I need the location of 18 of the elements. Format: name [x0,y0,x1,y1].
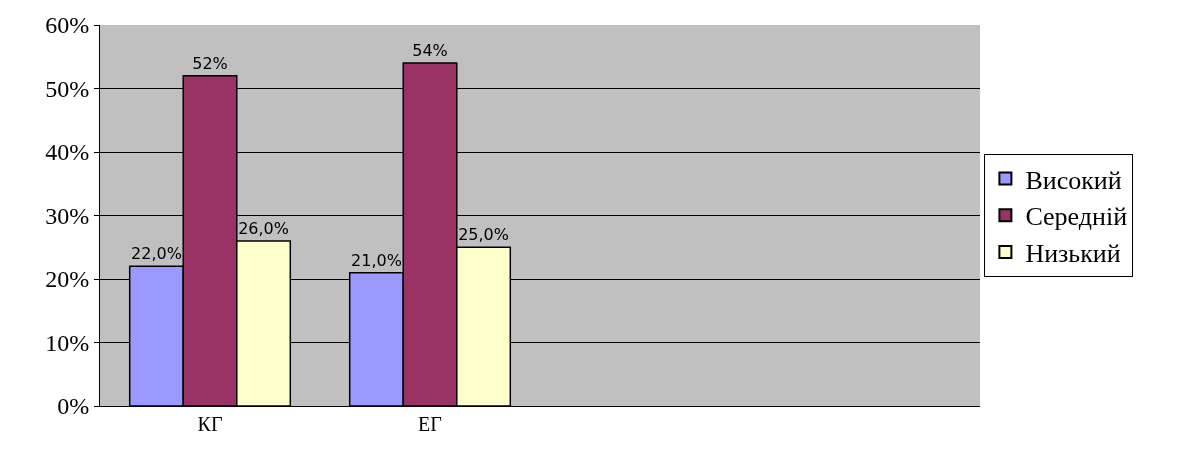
data-label: 52% [192,53,228,73]
legend-label: Низький [1025,239,1121,269]
legend-label: Середній [1025,202,1128,232]
y-tick-label: 40% [45,139,90,166]
data-label: 21,0% [351,250,402,270]
y-tick-label: 0% [57,393,90,420]
y-tick-label: 60% [45,12,90,39]
data-label: 25,0% [458,225,509,245]
y-tick-label: 20% [45,266,90,293]
x-tick-label: ЕГ [418,413,442,435]
data-label: 26,0% [238,218,289,238]
y-tick-label: 10% [45,329,90,356]
y-tick-label: 50% [45,75,90,102]
data-label: 22,0% [131,244,182,264]
y-tick-label: 30% [45,202,90,229]
data-label: 54% [412,41,448,61]
legend-label: Високий [1025,165,1122,195]
x-tick-label: КГ [197,413,223,435]
